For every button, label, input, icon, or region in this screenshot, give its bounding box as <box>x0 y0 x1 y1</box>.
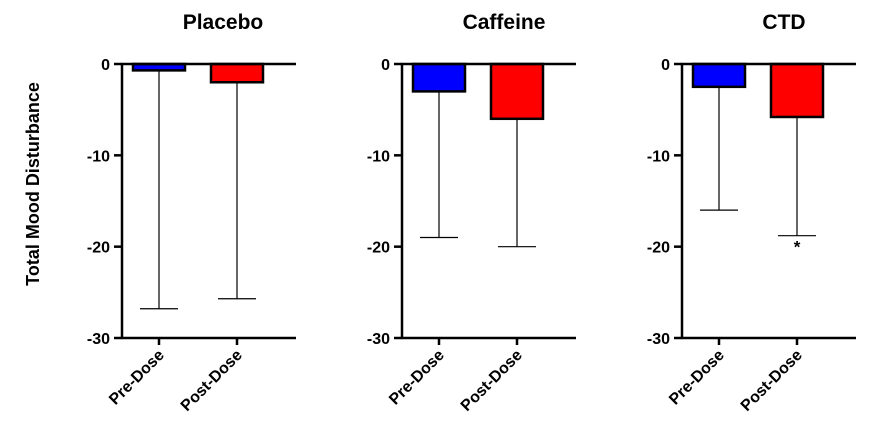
y-tick-label: -20 <box>367 240 390 257</box>
x-tick-label: Pre-Dose <box>666 347 728 409</box>
x-tick-label: Post-Dose <box>458 347 526 415</box>
chart-panel-caffeine: Caffeine Pre-Dose Post-Dose 0 -10 -20 -30 <box>367 11 576 415</box>
chart-panel-placebo: Placebo Pre-Dose Post-Dose 0 -10 -20 -30 <box>87 11 296 415</box>
y-tick-label: -30 <box>87 331 110 348</box>
y-tick-label: -20 <box>87 240 110 257</box>
bar <box>691 62 747 89</box>
chart-title: Placebo <box>183 11 264 34</box>
y-tick-label: -10 <box>367 148 390 165</box>
y-tick-label: -10 <box>647 148 670 165</box>
y-tick-label: -10 <box>87 148 110 165</box>
significance-marker: * <box>794 238 801 257</box>
bar <box>489 62 545 121</box>
chart-title: Caffeine <box>463 11 546 34</box>
y-tick-label: 0 <box>661 57 670 74</box>
y-tick-label: 0 <box>381 57 390 74</box>
bar <box>769 62 825 119</box>
y-tick-label: -30 <box>367 331 390 348</box>
bar <box>411 62 467 93</box>
bar <box>209 62 265 84</box>
y-axis-label: Total Mood Disturbance <box>23 82 43 286</box>
chart-title: CTD <box>762 11 805 34</box>
y-tick-label: 0 <box>101 57 110 74</box>
x-tick-label: Post-Dose <box>178 347 246 415</box>
x-tick-label: Post-Dose <box>738 347 806 415</box>
y-tick-label: -30 <box>647 331 670 348</box>
chart-panel-ctd: CTD Pre-Dose * Post-Dose 0 -10 -20 -30 <box>647 11 856 415</box>
y-tick-label: -20 <box>647 240 670 257</box>
x-tick-label: Pre-Dose <box>386 347 448 409</box>
x-tick-label: Pre-Dose <box>106 347 168 409</box>
